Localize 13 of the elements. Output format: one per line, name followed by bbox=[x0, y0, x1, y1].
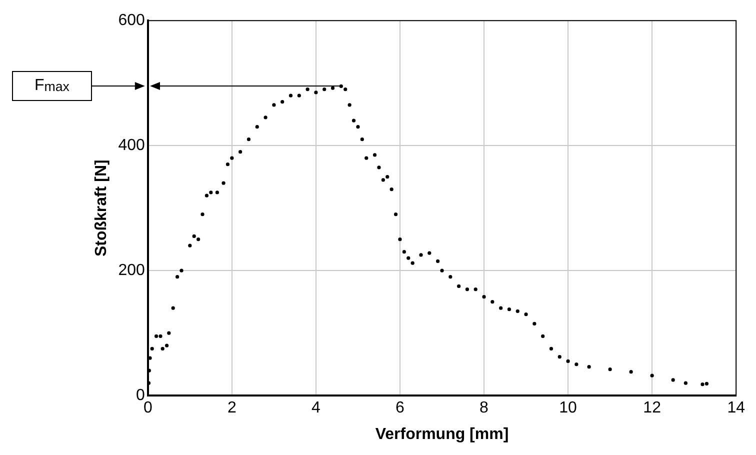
y-tick-label: 600 bbox=[118, 12, 145, 30]
x-tick-label: 10 bbox=[559, 400, 578, 417]
x-axis-title: Verformung [mm] bbox=[375, 426, 509, 443]
x-tick-label: 6 bbox=[396, 400, 405, 417]
x-tick-label: 4 bbox=[312, 400, 320, 417]
y-tick-label: 0 bbox=[136, 387, 145, 404]
y-tick-label: 200 bbox=[118, 262, 145, 280]
y-tick-label: 400 bbox=[118, 137, 145, 154]
x-tick-label: 8 bbox=[480, 400, 489, 417]
y-axis-title: Stoßkraft [N] bbox=[93, 160, 110, 257]
x-tick-label: 14 bbox=[727, 400, 746, 417]
x-tick-label: 12 bbox=[643, 400, 662, 417]
x-tick-label: 2 bbox=[227, 400, 236, 417]
